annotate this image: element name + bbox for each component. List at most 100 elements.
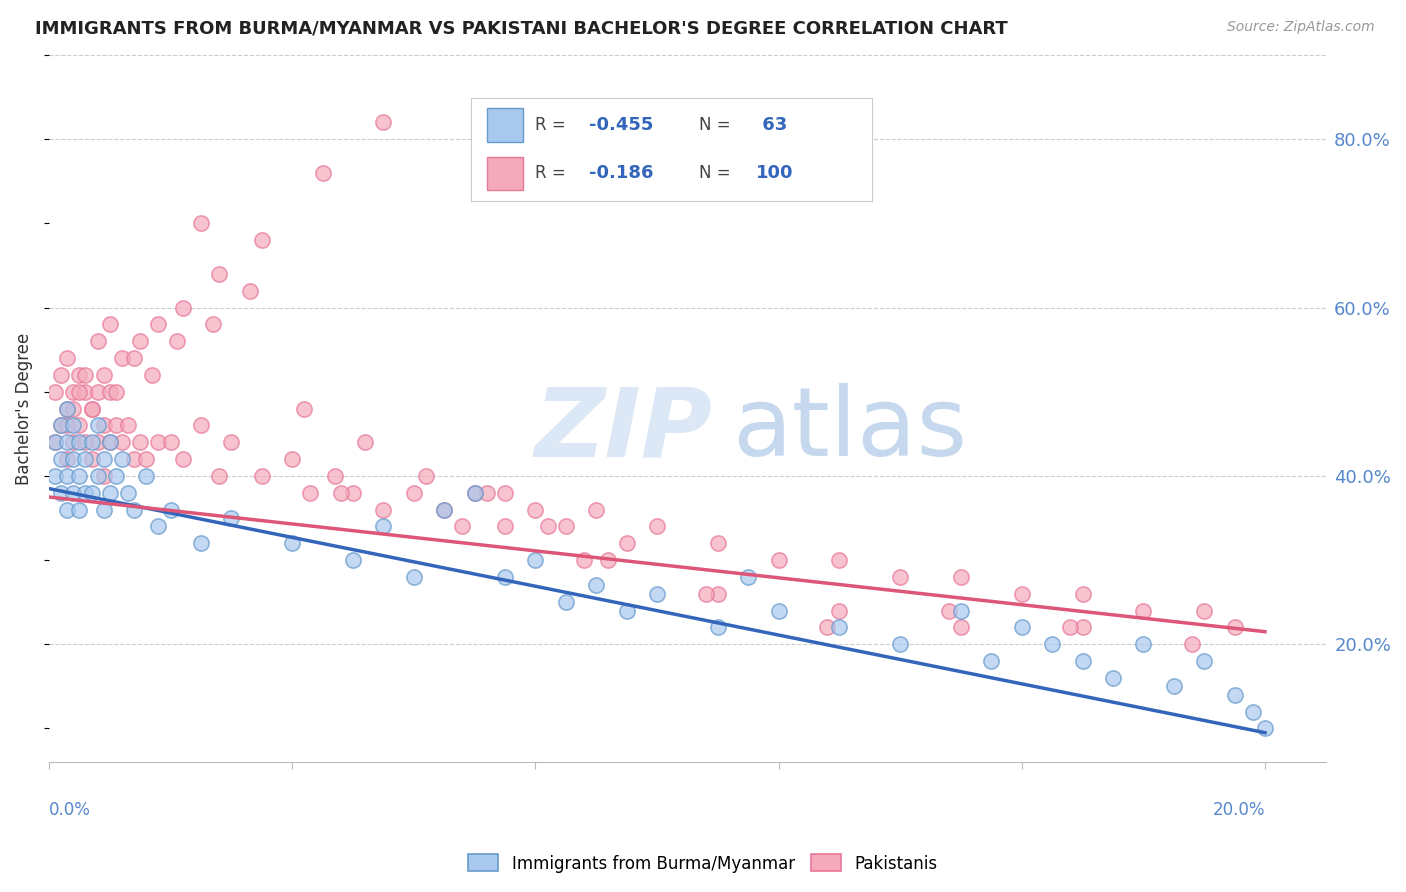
- Point: [1241, 705, 1264, 719]
- Text: -0.455: -0.455: [589, 116, 654, 134]
- Point: [1223, 620, 1246, 634]
- Point: [98, 435, 121, 450]
- Point: [86, 384, 108, 399]
- Point: [62, 485, 84, 500]
- FancyBboxPatch shape: [486, 109, 523, 142]
- Point: [67, 368, 90, 382]
- Point: [104, 469, 127, 483]
- Point: [524, 553, 547, 567]
- Point: [56, 401, 79, 416]
- Text: N =: N =: [699, 116, 737, 134]
- Point: [451, 519, 474, 533]
- Point: [949, 570, 972, 584]
- Y-axis label: Bachelor's Degree: Bachelor's Degree: [15, 333, 32, 484]
- Text: R =: R =: [536, 164, 571, 182]
- Point: [75, 485, 97, 500]
- Legend: Immigrants from Burma/Myanmar, Pakistanis: Immigrants from Burma/Myanmar, Pakistani…: [461, 847, 945, 880]
- Point: [172, 452, 194, 467]
- Text: R =: R =: [536, 116, 571, 134]
- Point: [86, 469, 108, 483]
- Point: [1059, 620, 1081, 634]
- Point: [86, 418, 108, 433]
- Point: [148, 435, 170, 450]
- Point: [828, 604, 851, 618]
- Point: [373, 502, 395, 516]
- Point: [292, 401, 315, 416]
- FancyBboxPatch shape: [486, 157, 523, 190]
- Point: [707, 587, 730, 601]
- Point: [208, 469, 231, 483]
- Point: [1254, 722, 1277, 736]
- Point: [49, 452, 72, 467]
- Point: [221, 435, 243, 450]
- Point: [111, 351, 134, 365]
- Point: [93, 469, 115, 483]
- Point: [56, 418, 79, 433]
- Point: [135, 469, 157, 483]
- Point: [1040, 637, 1063, 651]
- Point: [1223, 688, 1246, 702]
- Point: [67, 469, 90, 483]
- Point: [1192, 604, 1215, 618]
- Point: [239, 284, 262, 298]
- Point: [250, 469, 273, 483]
- Point: [80, 401, 103, 416]
- Point: [93, 418, 115, 433]
- Point: [889, 570, 911, 584]
- Point: [208, 267, 231, 281]
- Point: [737, 570, 759, 584]
- Point: [768, 553, 790, 567]
- Point: [44, 384, 66, 399]
- Point: [122, 351, 145, 365]
- Point: [190, 217, 212, 231]
- Point: [695, 587, 717, 601]
- Point: [494, 485, 516, 500]
- Point: [707, 536, 730, 550]
- Point: [1181, 637, 1204, 651]
- Point: [828, 553, 851, 567]
- Point: [159, 435, 181, 450]
- Point: [104, 418, 127, 433]
- Point: [117, 418, 139, 433]
- Point: [1132, 637, 1154, 651]
- Point: [129, 435, 152, 450]
- Point: [56, 401, 79, 416]
- Point: [402, 485, 425, 500]
- Point: [80, 452, 103, 467]
- Point: [49, 418, 72, 433]
- Point: [135, 452, 157, 467]
- Text: atlas: atlas: [733, 384, 967, 476]
- Text: 63: 63: [755, 116, 787, 134]
- Point: [62, 384, 84, 399]
- Text: N =: N =: [699, 164, 737, 182]
- Point: [250, 233, 273, 247]
- Point: [159, 502, 181, 516]
- Point: [828, 620, 851, 634]
- Point: [645, 519, 668, 533]
- Text: ZIP: ZIP: [534, 384, 711, 476]
- Point: [1011, 620, 1033, 634]
- Point: [67, 502, 90, 516]
- Point: [122, 502, 145, 516]
- Point: [1102, 671, 1125, 685]
- Point: [949, 620, 972, 634]
- Point: [56, 452, 79, 467]
- Point: [80, 485, 103, 500]
- Point: [311, 166, 333, 180]
- Point: [49, 418, 72, 433]
- Point: [815, 620, 838, 634]
- Point: [98, 318, 121, 332]
- Point: [49, 485, 72, 500]
- Point: [536, 519, 558, 533]
- Point: [402, 570, 425, 584]
- Point: [62, 452, 84, 467]
- Point: [67, 384, 90, 399]
- Point: [281, 452, 304, 467]
- Point: [1192, 654, 1215, 668]
- Point: [572, 553, 595, 567]
- Point: [129, 334, 152, 349]
- Point: [768, 604, 790, 618]
- Point: [111, 435, 134, 450]
- Point: [1132, 604, 1154, 618]
- Point: [93, 368, 115, 382]
